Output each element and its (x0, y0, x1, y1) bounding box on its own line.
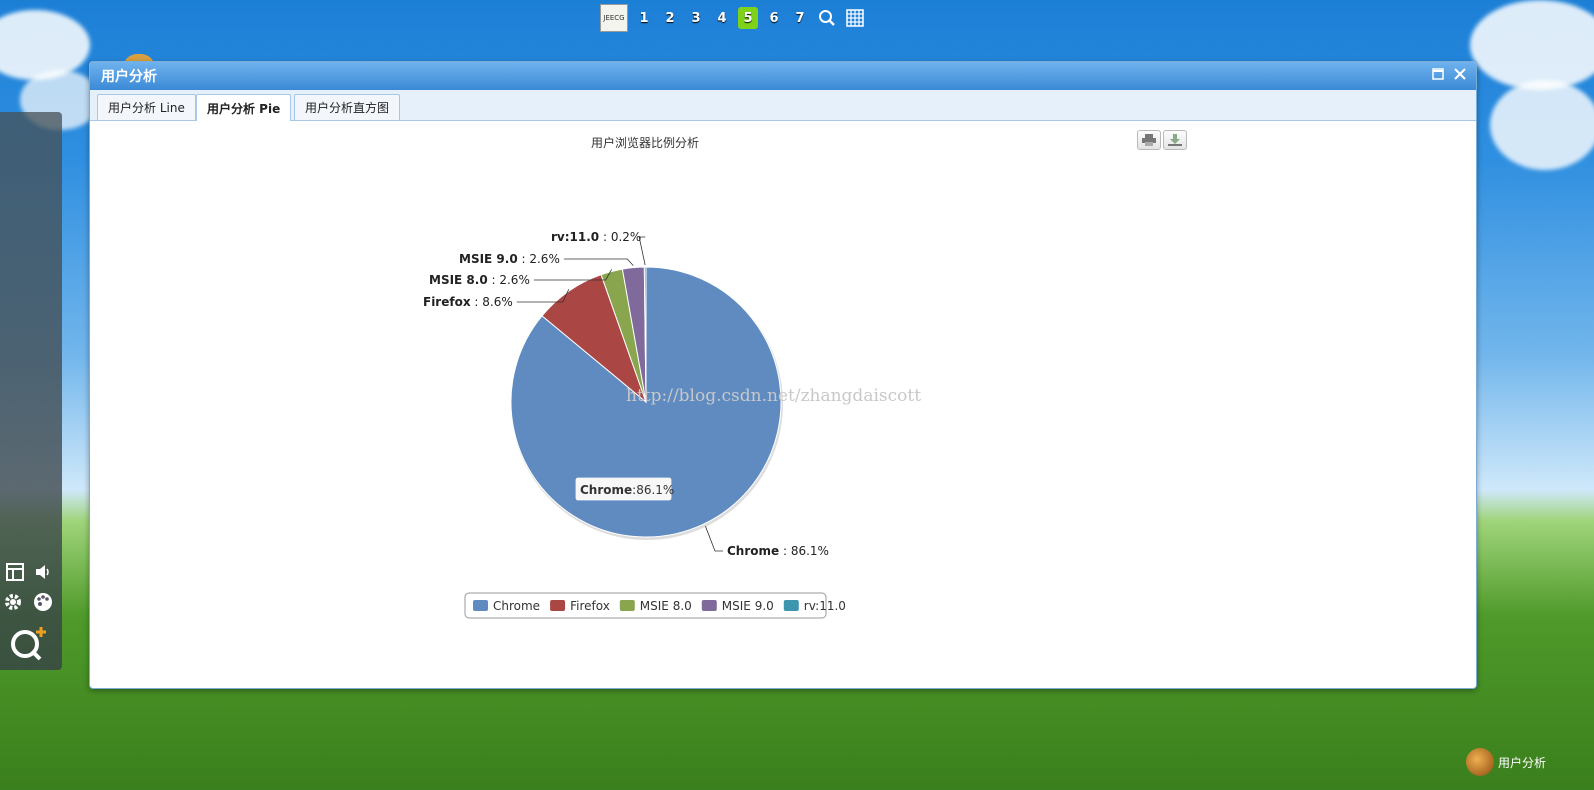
desktop-2[interactable]: 2 (665, 10, 675, 26)
legend-swatch-msie-8-0 (619, 600, 635, 611)
desktop-7[interactable]: 7 (795, 10, 805, 26)
maximize-icon[interactable] (1432, 68, 1444, 84)
connector-msie-9-0 (563, 258, 634, 266)
tooltip-value: :86.1% (632, 483, 674, 497)
side-toolbar (0, 112, 62, 670)
connector-msie-8-0 (533, 269, 612, 281)
q-plus-icon[interactable] (8, 624, 48, 664)
desktop-dock: JEECG 1 2 3 4 5 6 7 (600, 0, 866, 36)
data-label-firefox: Firefox : 8.6% (423, 295, 513, 309)
tab-histogram[interactable]: 用户分析直方图 (294, 94, 401, 120)
cloud (1490, 80, 1594, 170)
print-button[interactable] (1137, 130, 1161, 150)
data-label-rv-11-0: rv:11.0 : 0.2% (551, 230, 641, 244)
chart-legend: Chrome Firefox MSIE 8.0 MSIE 9.0 rv:11.0 (464, 592, 846, 619)
connector-firefox (516, 289, 570, 303)
desktop-6[interactable]: 6 (769, 10, 779, 26)
legend-swatch-msie-9-0 (701, 600, 717, 611)
data-label-chrome: Chrome : 86.1% (727, 544, 829, 558)
volume-icon[interactable] (31, 560, 55, 584)
legend-swatch-rv-11-0 (783, 600, 799, 611)
data-label-msie-9-0: MSIE 9.0 : 2.6% (459, 252, 560, 266)
grid-icon[interactable] (844, 7, 866, 29)
search-icon[interactable] (816, 7, 838, 29)
desktop-1[interactable]: 1 (639, 10, 649, 26)
app-avatar-icon (1466, 748, 1494, 776)
desktop-5[interactable]: 5 (738, 7, 758, 29)
window-title: 用户分析 (101, 69, 157, 85)
palette-icon[interactable] (31, 590, 55, 614)
connector-chrome (705, 526, 723, 552)
desktop-3[interactable]: 3 (691, 10, 701, 26)
desktop-4[interactable]: 4 (717, 10, 727, 26)
taskbar-item-label: 用户分析 (1498, 755, 1547, 770)
connector-rv-11-0 (638, 236, 646, 266)
window-titlebar[interactable]: 用户分析 (90, 62, 1476, 90)
download-icon (1168, 134, 1182, 146)
tooltip-series: Chrome (580, 483, 632, 497)
pie-slice-rv-11-0[interactable] (643, 266, 647, 403)
legend-swatch-chrome (473, 600, 488, 611)
tab-line[interactable]: 用户分析 Line (97, 94, 196, 120)
tab-bar: 用户分析 Line 用户分析 Pie 用户分析直方图 (90, 90, 1476, 121)
jeecg-logo[interactable]: JEECG (600, 4, 628, 32)
legend-item-msie-8-0[interactable]: MSIE 8.0 (640, 599, 692, 613)
legend-item-chrome[interactable]: Chrome (493, 599, 540, 613)
tab-pie[interactable]: 用户分析 Pie (196, 94, 292, 121)
download-button[interactable] (1163, 130, 1187, 150)
legend-swatch-firefox (550, 600, 566, 611)
close-icon[interactable] (1454, 68, 1466, 84)
pie-chart: rv:11.0 : 0.2% MSIE 9.0 : 2.6% MSIE 8.0 : … (423, 230, 921, 619)
legend-item-firefox[interactable]: Firefox (570, 599, 610, 613)
legend-item-rv-11-0[interactable]: rv:11.0 (804, 599, 846, 613)
gear-icon[interactable] (1, 590, 25, 614)
chart-title: 用户浏览器比例分析 (590, 136, 699, 150)
cloud (1470, 0, 1594, 90)
watermark: http://blog.csdn.net/zhangdaiscott (626, 386, 921, 406)
taskbar-window-item[interactable]: 用户分析 (1466, 748, 1546, 776)
chart-tooltip: Chrome:86.1% (574, 476, 674, 502)
print-icon (1142, 134, 1156, 146)
layout-icon[interactable] (3, 560, 27, 584)
svg-text:Chrome:86.1%: Chrome:86.1% (580, 483, 674, 497)
user-analysis-window: 用户分析 用户分析 Line 用户分析 Pie 用户分析直方图 用户浏览器比例分… (89, 61, 1477, 689)
legend-item-msie-9-0[interactable]: MSIE 9.0 (722, 599, 774, 613)
cloud (0, 10, 90, 80)
data-label-msie-8-0: MSIE 8.0 : 2.6% (429, 273, 530, 287)
